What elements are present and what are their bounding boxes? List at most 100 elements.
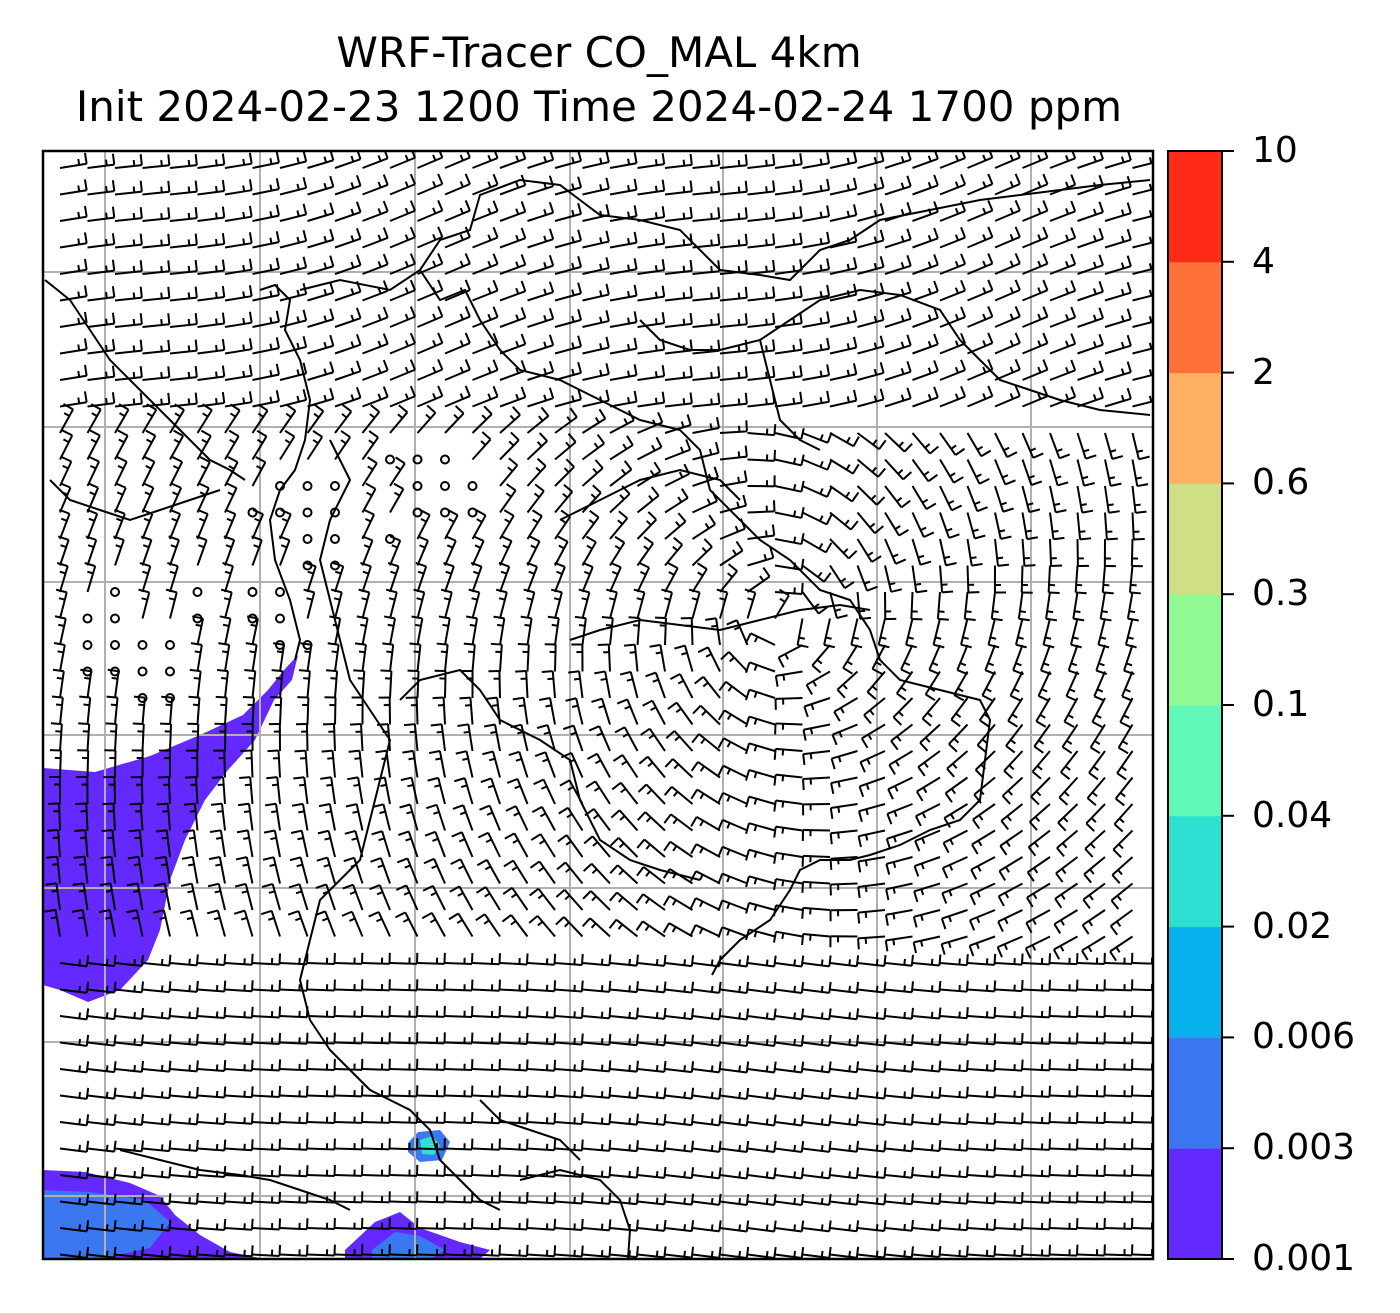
wind-barb: [389, 1032, 419, 1045]
wind-barb: [554, 202, 583, 222]
wind-barb: [224, 152, 253, 169]
wind-barb: [829, 283, 858, 302]
wind-barb: [829, 803, 858, 820]
wind-barb: [637, 1140, 667, 1153]
colorbar-swatch: [1168, 261, 1222, 374]
wind-barb: [623, 643, 639, 672]
wind-barb: [939, 954, 969, 967]
wind-barb: [912, 386, 939, 408]
wind-barb: [611, 781, 639, 805]
wind-barb: [307, 1138, 336, 1151]
wind-barb: [884, 954, 914, 967]
wind-barb: [87, 180, 116, 196]
wind-barb: [971, 829, 996, 855]
wind-barb: [87, 392, 116, 408]
colorbar-swatch: [1168, 151, 1222, 263]
wind-barb: [912, 1033, 942, 1046]
wind-barb: [912, 1007, 942, 1020]
wind-barb: [692, 955, 722, 968]
wind-barb: [334, 1164, 364, 1177]
wind-barb: [114, 286, 143, 302]
wind-barb: [829, 1220, 860, 1233]
wind-barb: [774, 1087, 805, 1100]
wind-barb: [526, 561, 538, 593]
wind-barb: [1089, 723, 1106, 755]
wind-barb: [499, 1059, 529, 1072]
wind-barb: [960, 618, 972, 649]
wind-barb: [499, 509, 515, 540]
wind-barb: [877, 618, 890, 649]
wind-barb: [87, 1061, 117, 1074]
wind-barb: [128, 829, 144, 858]
wind-barb: [169, 1113, 199, 1126]
wind-barb: [1021, 512, 1039, 541]
wind-barb: [664, 439, 692, 461]
wind-barb: [697, 646, 721, 672]
wind-barb: [994, 459, 1016, 486]
wind-barb: [999, 829, 1024, 856]
wind-barb: [246, 615, 259, 646]
wind-barb: [515, 670, 529, 699]
wind-barb: [884, 387, 912, 408]
wind-barb: [499, 483, 517, 514]
wind-barb: [499, 1112, 529, 1125]
wind-barb: [719, 1246, 750, 1259]
wind-barb: [994, 432, 1018, 459]
wind-barb: [994, 1059, 1024, 1072]
wind-barb: [967, 173, 994, 196]
wind-barb: [508, 750, 529, 778]
wind-barb: [884, 1246, 914, 1259]
wind-barb: [719, 1140, 750, 1153]
wind-barb: [774, 1008, 805, 1021]
wind-barb: [884, 1007, 914, 1020]
wind-barb: [307, 952, 336, 966]
wind-barb: [900, 644, 914, 676]
wind-barb: [582, 151, 610, 169]
wind-barb: [562, 724, 584, 752]
wind-barb: [1022, 979, 1052, 992]
wind-barb: [829, 591, 848, 620]
wind-barb: [745, 795, 776, 808]
wind-barb: [417, 952, 446, 965]
wind-barb: [1063, 697, 1079, 728]
wind-barb: [389, 253, 416, 275]
wind-barb: [939, 432, 966, 456]
wind-barb: [362, 333, 389, 355]
wind-barb: [554, 151, 583, 169]
wind-barb: [279, 309, 308, 328]
wind-barb: [664, 512, 687, 540]
wind-barb: [527, 228, 555, 249]
wind-barb: [857, 909, 886, 924]
wind-barb: [692, 1246, 722, 1259]
wind-barb: [1104, 1085, 1134, 1098]
wind-barb: [857, 1007, 887, 1021]
wind-barb: [550, 588, 563, 619]
wind-barb: [152, 909, 171, 937]
wind-barb: [608, 918, 639, 938]
wind-barb: [1116, 750, 1134, 781]
wind-barb: [322, 723, 336, 752]
wind-barb: [252, 337, 280, 355]
wind-barb: [914, 803, 941, 827]
wind-barb: [387, 561, 400, 593]
wind-barb: [994, 538, 1010, 567]
wind-barb: [389, 404, 409, 434]
wind-barb: [417, 1191, 446, 1204]
wind-barb: [967, 1112, 997, 1125]
wind-barb: [609, 535, 626, 567]
wind-barb: [774, 338, 803, 355]
wind-barb: [912, 333, 939, 355]
wind-barb: [114, 508, 126, 540]
wind-barb: [747, 392, 776, 408]
wind-barb: [747, 1087, 777, 1100]
wind-barb: [527, 334, 555, 355]
wind-barb: [260, 909, 281, 937]
wind-barb: [664, 339, 693, 355]
wind-barb: [1049, 1112, 1079, 1125]
wind-barb: [389, 226, 416, 249]
wind-barb: [472, 200, 499, 222]
wind-barb: [554, 388, 583, 408]
wind-barb: [554, 535, 569, 566]
wind-barb: [692, 441, 720, 461]
wind-barb: [609, 1113, 639, 1126]
